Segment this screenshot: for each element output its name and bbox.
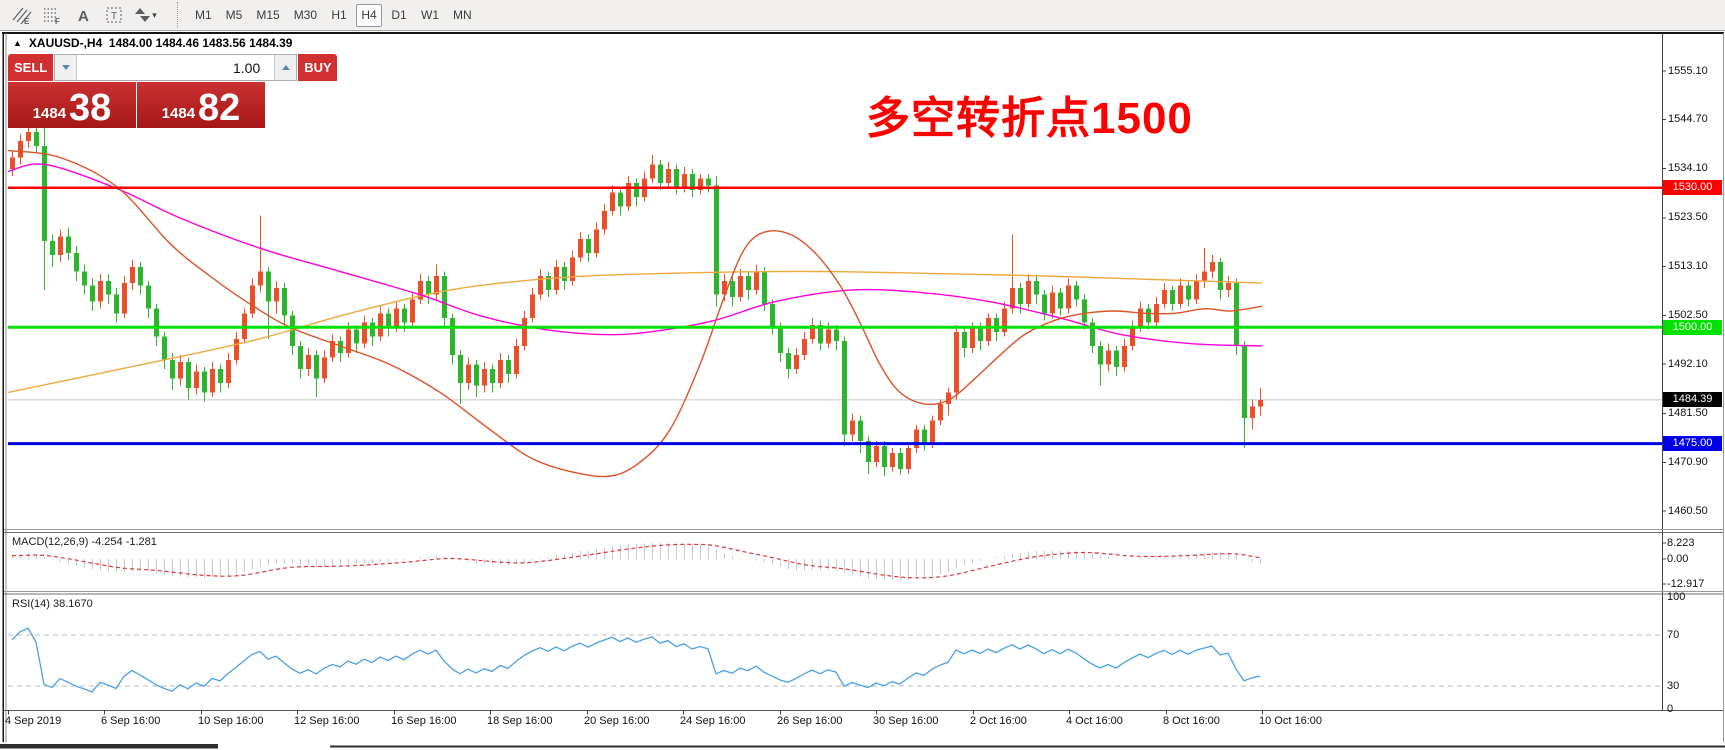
timeframe-button-W1[interactable]: W1 [416,4,444,27]
fibonacci-lines-tool-icon: F [43,8,60,25]
arrows-tool-button[interactable]: ▾ [130,2,161,28]
timeframe-button-M15[interactable]: M15 [251,4,284,27]
buy-price-small: 1484 [161,105,196,122]
buy-price-big: 82 [198,87,241,130]
sell-button[interactable]: SELL [8,54,54,81]
date-axis-label: 2 Oct 16:00 [970,715,1027,727]
buy-price-panel[interactable]: 1484 82 [137,82,265,128]
price-axis-label: 1460.50 [1668,504,1708,517]
date-axis-label: 12 Sep 16:00 [294,715,360,727]
svg-text:E: E [24,17,30,25]
timeframe-group: M1 M5 M15 M30 H1 H4 D1 W1 MN [177,2,477,28]
price-axis-label: 1513.10 [1668,259,1708,272]
price-axis-label: 1534.10 [1668,162,1708,175]
svg-text:A: A [78,8,89,25]
timeframe-button-H1[interactable]: H1 [326,4,352,27]
date-axis-label: 24 Sep 16:00 [680,715,746,727]
timeframe-button-M1[interactable]: M1 [190,4,217,27]
price-axis-label: 1502.50 [1668,309,1708,322]
macd-axis-label: 8.223 [1667,536,1695,549]
date-axis-label: 6 Sep 16:00 [101,715,161,727]
volume-stepper [54,54,298,81]
ma-slow-orange [7,270,1263,394]
date-axis-label: 8 Oct 16:00 [1163,715,1220,727]
volume-decrease-button[interactable] [55,55,78,80]
rsi-indicator-label: RSI(14) 38.1670 [12,598,93,610]
buy-button[interactable]: BUY [298,54,338,81]
collapse-panel-icon[interactable]: ▲ [13,38,22,48]
text-box-tool-icon: T [106,7,121,23]
date-axis-label: 10 Sep 16:00 [198,715,264,727]
price-axis-label: 1544.70 [1668,112,1708,125]
price-axis-label: 1492.10 [1668,357,1708,370]
arrow-down-icon [61,65,70,70]
svg-text:F: F [55,17,60,25]
fibonacci-lines-tool-button[interactable]: F [37,2,68,28]
price-axis-label: 1470.90 [1668,456,1708,469]
rsi-axis-label: 0 [1667,702,1674,715]
timeframe-button-MN[interactable]: MN [448,4,477,27]
price-axis-label: 1555.10 [1668,64,1708,77]
price-axis-label: 1523.50 [1668,211,1708,224]
equidistant-channel-tool-icon: E [12,7,31,25]
chart-text-annotation: 多空转折点1500 [866,94,1193,143]
date-axis-label: 26 Sep 16:00 [777,715,843,727]
sell-price-big: 38 [69,87,112,130]
timeframe-button-M30[interactable]: M30 [289,4,322,27]
drawing-tools-group: E F A T ▾ [6,2,161,28]
ma-medium-magenta [7,163,1263,347]
arrows-tool-icon [135,8,151,22]
price-level-badge: 1530.00 [1663,180,1722,196]
price-level-badge: 1500.00 [1663,319,1722,335]
chevron-down-icon: ▾ [152,9,157,20]
chart-title-text: XAUUSD-,H4 1484.00 1484.46 1483.56 1484.… [28,36,293,50]
volume-increase-button[interactable] [274,55,297,80]
sell-price-small: 1484 [32,105,67,122]
date-axis-label: 16 Sep 16:00 [391,715,457,727]
date-axis-label: 4 Oct 16:00 [1066,715,1123,727]
svg-text:T: T [111,11,117,22]
rsi-axis-label: 100 [1667,591,1686,603]
timeframe-button-H4[interactable]: H4 [356,3,383,27]
equidistant-channel-tool-button[interactable]: E [6,2,37,28]
timeframe-button-M5[interactable]: M5 [221,4,248,27]
macd-axis-label: 0.00 [1667,552,1689,565]
sell-price-panel[interactable]: 1484 38 [8,82,136,128]
date-axis-label: 20 Sep 16:00 [584,715,650,727]
macd-indicator-label: MACD(12,26,9) -4.254 -1.281 [12,536,157,548]
timeframe-button-D1[interactable]: D1 [386,4,412,27]
rsi-axis-label: 30 [1667,679,1680,692]
date-axis-label: 30 Sep 16:00 [873,715,939,727]
date-axis-label: 4 Sep 2019 [5,715,62,727]
text-box-tool-button[interactable]: T [99,2,130,28]
toolbar: E F A T ▾ M1 M5 M15 M30 H1 H4 D1 W1 MN [0,0,1725,31]
text-label-tool-button[interactable]: A [68,2,99,28]
chart-header: ▲ XAUUSD-,H4 1484.00 1484.46 1483.56 148… [13,36,292,50]
price-level-badge: 1475.00 [1663,436,1722,452]
ma-fast-redorange [7,149,1263,478]
last-price-badge: 1484.39 [1663,392,1722,408]
price-axis-label: 1481.50 [1668,406,1708,419]
text-label-tool-icon: A [78,8,89,25]
date-axis-label: 10 Oct 16:00 [1259,715,1322,727]
macd-axis-label: -12.917 [1667,577,1705,590]
one-click-trading-panel: SELL BUY 1484 38 1484 82 [8,54,338,128]
date-axis-label: 18 Sep 16:00 [487,715,553,727]
arrow-up-icon [281,65,290,70]
volume-input[interactable] [77,55,275,80]
rsi-axis-label: 70 [1667,628,1680,641]
